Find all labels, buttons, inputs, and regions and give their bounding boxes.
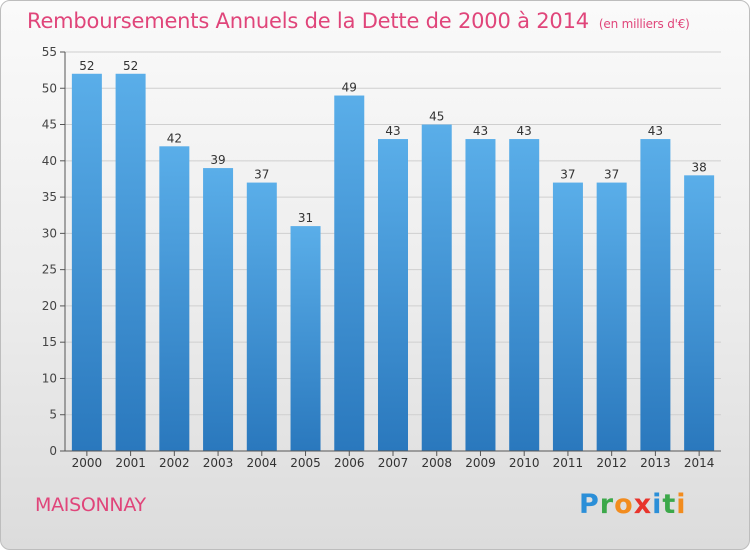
proxiti-logo: Proxiti bbox=[579, 489, 687, 520]
y-tick-label: 5 bbox=[49, 408, 57, 422]
y-tick-label: 30 bbox=[42, 226, 57, 240]
x-tick-label: 2003 bbox=[203, 456, 234, 470]
y-tick-label: 55 bbox=[42, 45, 57, 59]
bar bbox=[159, 146, 190, 452]
bar bbox=[246, 182, 277, 451]
bar-value-label: 45 bbox=[429, 110, 444, 124]
bar bbox=[421, 124, 452, 451]
y-tick-label: 40 bbox=[42, 154, 57, 168]
x-tick-label: 2008 bbox=[421, 456, 452, 470]
bar-value-label: 37 bbox=[604, 168, 619, 182]
bar-value-label: 43 bbox=[648, 124, 663, 138]
bar-value-label: 39 bbox=[210, 153, 225, 167]
bar bbox=[378, 139, 408, 451]
bar-value-label: 43 bbox=[517, 124, 532, 138]
bar-value-label: 49 bbox=[342, 81, 357, 95]
bars: 52 52 42 39 37 31 49 43 45 43 43 37 37 43 38 bbox=[71, 59, 715, 452]
logo-letter: P bbox=[579, 489, 600, 520]
logo-letter: i bbox=[676, 489, 687, 520]
x-tick-label: 2010 bbox=[509, 456, 540, 470]
x-tick-label: 2005 bbox=[290, 456, 321, 470]
bar-value-label: 42 bbox=[167, 131, 182, 145]
bar-value-label: 43 bbox=[473, 124, 488, 138]
y-tick-label: 0 bbox=[49, 444, 57, 458]
bar-value-label: 38 bbox=[691, 160, 706, 174]
logo-letter: i bbox=[652, 489, 663, 520]
logo-letter: o bbox=[614, 489, 634, 520]
bar-value-label: 31 bbox=[298, 211, 313, 225]
x-tick-label: 2009 bbox=[465, 456, 496, 470]
bar bbox=[509, 139, 540, 451]
bar-value-label: 52 bbox=[123, 59, 138, 73]
y-tick-label: 35 bbox=[42, 190, 57, 204]
bar-value-label: 37 bbox=[254, 168, 269, 182]
bar bbox=[290, 226, 321, 451]
bar bbox=[203, 168, 234, 451]
logo-letter: t bbox=[662, 489, 677, 520]
bar bbox=[640, 139, 671, 451]
bar bbox=[115, 73, 146, 451]
x-tick-label: 2013 bbox=[640, 456, 671, 470]
x-tick-label: 2002 bbox=[159, 456, 190, 470]
x-tick-label: 2014 bbox=[684, 456, 715, 470]
x-tick-label: 2011 bbox=[553, 456, 584, 470]
chart-title-text: Remboursements Annuels de la Dette de 20… bbox=[27, 9, 589, 33]
bar bbox=[71, 73, 102, 451]
bar bbox=[465, 139, 496, 451]
bar bbox=[334, 95, 365, 451]
y-tick-label: 15 bbox=[42, 335, 57, 349]
bar bbox=[596, 182, 627, 451]
y-tick-label: 45 bbox=[42, 118, 57, 132]
y-tick-label: 25 bbox=[42, 263, 57, 277]
bar bbox=[552, 182, 583, 451]
x-tick-label: 2007 bbox=[378, 456, 409, 470]
x-tick-label: 2000 bbox=[72, 456, 103, 470]
bar-value-label: 52 bbox=[79, 59, 94, 73]
x-tick-label: 2012 bbox=[596, 456, 627, 470]
axes: 0 5 10 15 20 25 30 35 40 45 50 55 2000 2001 2002 2003 20… bbox=[42, 45, 721, 470]
city-name: MAISONNAY bbox=[35, 494, 146, 516]
chart-unit: (en milliers d'€) bbox=[598, 17, 690, 31]
bar-value-label: 37 bbox=[560, 168, 575, 182]
chart-title: Remboursements Annuels de la Dette de 20… bbox=[27, 9, 690, 33]
logo-letter: r bbox=[599, 489, 615, 520]
y-tick-label: 10 bbox=[42, 371, 57, 385]
x-tick-label: 2001 bbox=[115, 456, 146, 470]
bar bbox=[684, 175, 715, 451]
y-tick-label: 50 bbox=[42, 81, 57, 95]
y-tick-label: 20 bbox=[42, 299, 57, 313]
logo-letter: x bbox=[633, 489, 653, 520]
x-tick-label: 2006 bbox=[334, 456, 365, 470]
bar-value-label: 43 bbox=[385, 124, 400, 138]
x-tick-label: 2004 bbox=[247, 456, 278, 470]
